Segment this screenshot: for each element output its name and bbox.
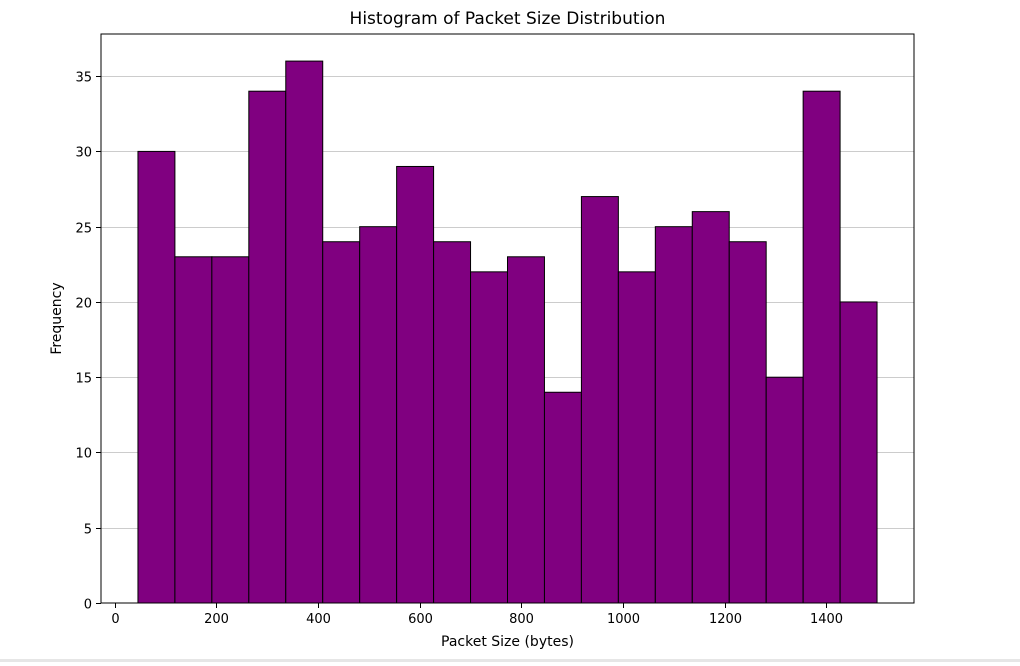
histogram-bar xyxy=(802,90,841,604)
x-tick-label: 400 xyxy=(306,612,331,627)
y-tick-label: 0 xyxy=(84,598,92,613)
histogram-bar xyxy=(174,256,213,604)
y-tick-label: 10 xyxy=(75,447,92,462)
histogram-bar xyxy=(137,150,176,604)
bottom-divider xyxy=(0,659,1020,662)
y-tick-label: 30 xyxy=(75,146,92,161)
histogram-bar xyxy=(839,301,878,604)
histogram-bar xyxy=(470,271,508,604)
y-axis-label: Frequency xyxy=(49,282,65,354)
x-tick-label: 1000 xyxy=(607,612,640,627)
x-tick-label: 600 xyxy=(408,612,433,627)
x-tick-label: 0 xyxy=(111,612,119,627)
bars xyxy=(137,60,878,604)
histogram-bar xyxy=(580,196,619,604)
x-tick-label: 200 xyxy=(204,612,229,627)
histogram-bar xyxy=(211,256,250,604)
y-tick-label: 25 xyxy=(75,222,92,237)
plot-area-frame xyxy=(100,33,915,604)
histogram-bar xyxy=(322,241,361,604)
histogram-bar xyxy=(359,226,398,604)
histogram-bar xyxy=(765,376,804,604)
histogram-bar xyxy=(617,271,656,604)
histogram-bar xyxy=(691,211,730,604)
y-tick-label: 15 xyxy=(75,372,92,387)
y-tick-label: 5 xyxy=(84,523,92,538)
histogram-bar xyxy=(285,60,324,604)
histogram-bar xyxy=(543,391,582,604)
histogram-bar xyxy=(433,241,472,604)
y-tick-label: 35 xyxy=(75,71,92,86)
x-axis-label: Packet Size (bytes) xyxy=(441,634,574,650)
x-tick-label: 1400 xyxy=(810,612,843,627)
x-axis: 0 200 400 600 800 1000 1200 1400 xyxy=(111,603,843,627)
histogram-bar xyxy=(507,256,545,604)
y-axis: 0 5 10 15 20 25 30 35 xyxy=(75,71,101,613)
histogram-bar xyxy=(396,165,435,604)
histogram-bar xyxy=(654,226,693,604)
histogram-bar xyxy=(728,241,767,604)
chart-title: Histogram of Packet Size Distribution xyxy=(350,9,666,29)
x-tick-label: 800 xyxy=(509,612,534,627)
y-tick-label: 20 xyxy=(75,297,92,312)
x-tick-label: 1200 xyxy=(709,612,742,627)
histogram-bar xyxy=(248,90,287,604)
